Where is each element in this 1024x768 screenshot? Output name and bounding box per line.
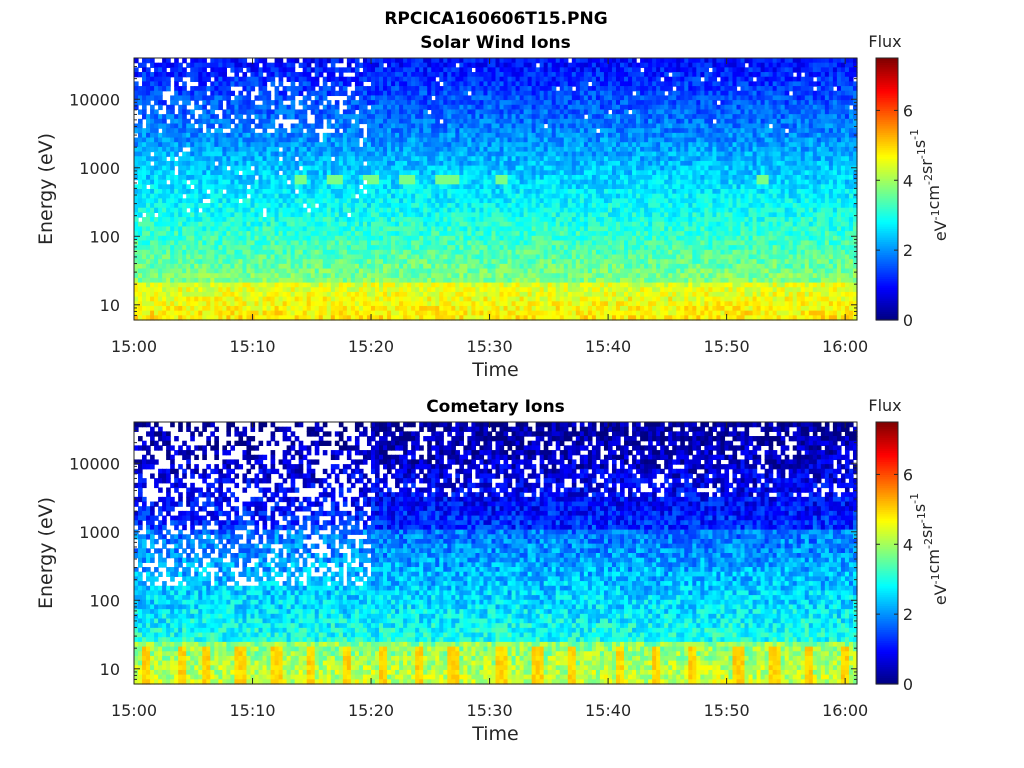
colorbar-tick-label: 6 bbox=[903, 101, 913, 120]
x-tick-label: 16:00 bbox=[822, 337, 868, 356]
panel-title: Cometary Ions bbox=[426, 397, 565, 417]
colorbar: 0 2 4 6 Flux eV-1cm-2sr-1s-1 bbox=[868, 396, 950, 694]
colorbar-tick-label: 6 bbox=[903, 465, 913, 484]
spectrogram-heatmap bbox=[134, 422, 858, 685]
y-tick-label: 1000 bbox=[79, 523, 120, 542]
panel-title: Solar Wind Ions bbox=[420, 33, 571, 53]
spectrogram-heatmap bbox=[134, 58, 858, 321]
x-tick-label: 15:10 bbox=[229, 337, 275, 356]
x-tick-label: 15:10 bbox=[229, 701, 275, 720]
colorbar: 0 2 4 6 Flux eV-1cm-2sr-1s-1 bbox=[868, 32, 950, 330]
x-tick-label: 15:50 bbox=[704, 701, 750, 720]
colorbar-unit-label: eV-1cm-2sr-1s-1 bbox=[908, 493, 950, 605]
x-tick-label: 16:00 bbox=[822, 701, 868, 720]
x-tick-label: 15:00 bbox=[111, 701, 157, 720]
colorbar-unit-label: eV-1cm-2sr-1s-1 bbox=[908, 129, 950, 241]
colorbar-tick-label: 0 bbox=[903, 311, 913, 330]
y-axis-label: Energy (eV) bbox=[35, 497, 57, 609]
x-axis-label: Time bbox=[471, 359, 519, 381]
axes-frame bbox=[133, 421, 858, 685]
colorbar-tick-label: 0 bbox=[903, 675, 913, 694]
colorbar-tick-label: 2 bbox=[903, 241, 913, 260]
x-tick-label: 15:30 bbox=[467, 337, 513, 356]
axes-frame bbox=[133, 57, 858, 321]
x-tick-label: 15:20 bbox=[348, 337, 394, 356]
x-tick-label: 15:20 bbox=[348, 701, 394, 720]
colorbar-tick-label: 4 bbox=[903, 535, 913, 554]
y-tick-label: 10000 bbox=[69, 454, 120, 473]
solar-wind-ions-panel: Solar Wind Ions 15:00 15:10 15:20 15:30 15:40… bbox=[35, 32, 950, 381]
cometary-ions-panel: Cometary Ions 15:00 15:10 15:20 15:30 15:40 15… bbox=[35, 396, 950, 745]
x-tick-label: 15:30 bbox=[467, 701, 513, 720]
colorbar-tick-label: 4 bbox=[903, 171, 913, 190]
x-tick-label: 15:50 bbox=[704, 337, 750, 356]
colorbar-title: Flux bbox=[868, 396, 901, 415]
y-tick-label: 10 bbox=[100, 660, 120, 679]
colorbar-tick-label: 2 bbox=[903, 605, 913, 624]
x-tick-label: 15:00 bbox=[111, 337, 157, 356]
y-tick-label: 100 bbox=[89, 591, 120, 610]
y-axis-label: Energy (eV) bbox=[35, 133, 57, 245]
x-tick-label: 15:40 bbox=[585, 337, 631, 356]
x-tick-label: 15:40 bbox=[585, 701, 631, 720]
y-tick-label: 10000 bbox=[69, 90, 120, 109]
y-tick-label: 100 bbox=[89, 227, 120, 246]
colorbar-title: Flux bbox=[868, 32, 901, 51]
y-tick-label: 10 bbox=[100, 296, 120, 315]
x-axis-label: Time bbox=[471, 723, 519, 745]
figure-title: RPCICA160606T15.PNG bbox=[384, 9, 607, 29]
y-tick-label: 1000 bbox=[79, 159, 120, 178]
